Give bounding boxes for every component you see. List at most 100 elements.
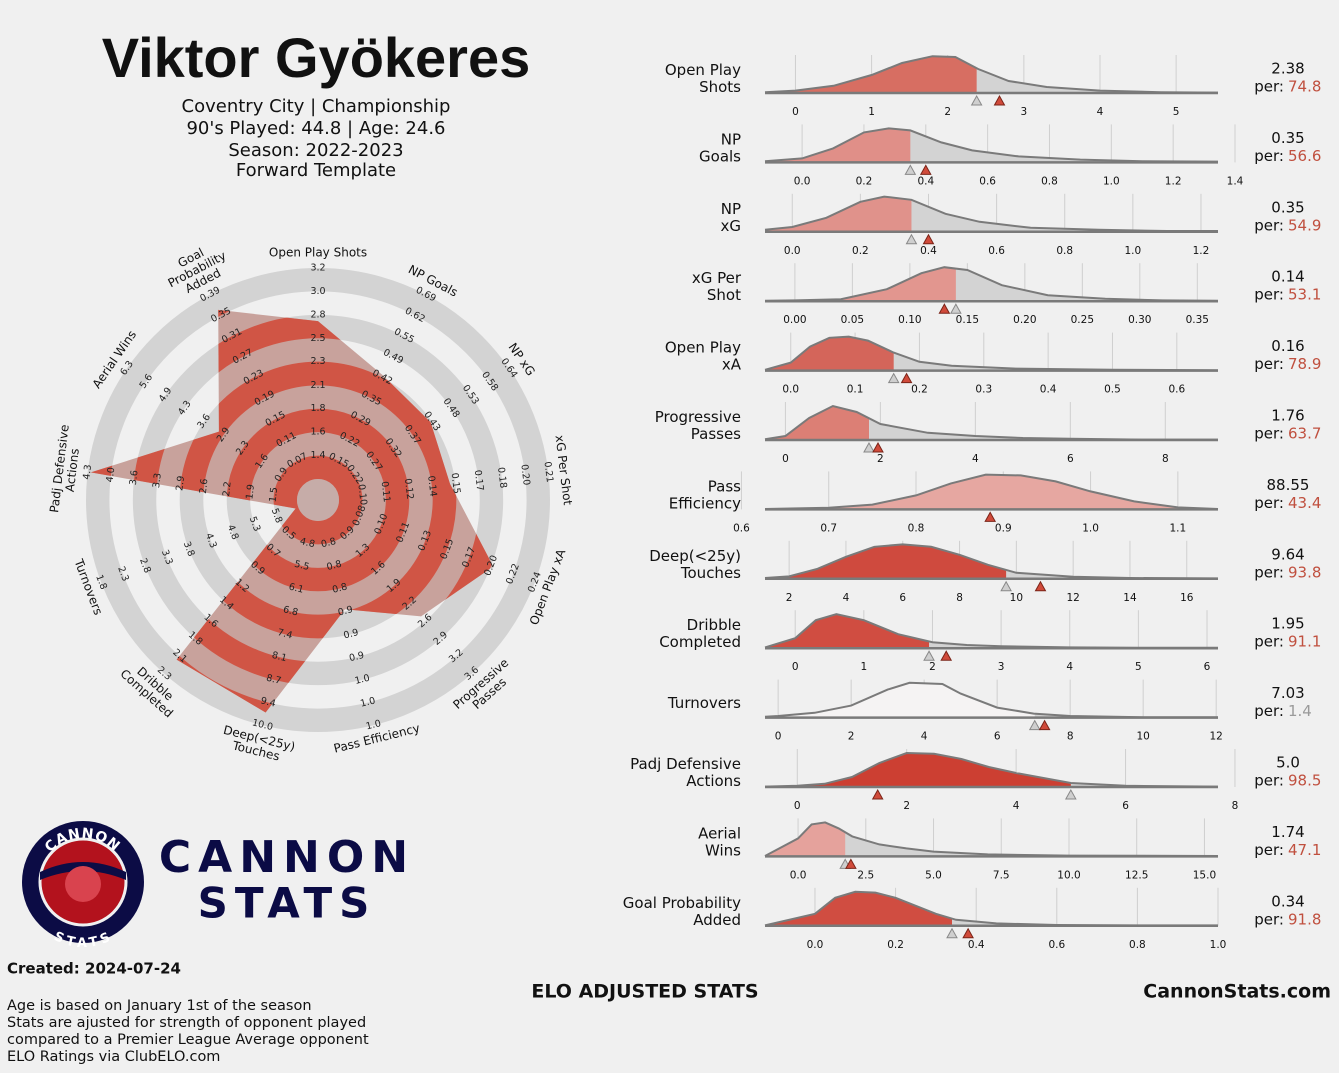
reference-marker (984, 511, 997, 522)
radar-tick-label: 3.0 (310, 286, 325, 297)
reference-marker (993, 94, 1006, 106)
radar-tick-label: 1.4 (310, 450, 325, 461)
x-tick-label: 8 (1067, 731, 1074, 743)
metric-label: Actions (686, 772, 741, 790)
player-name: Viktor Gyökeres (102, 26, 531, 89)
metric-label: Goals (699, 147, 741, 165)
radar-tick-label: 0.9 (337, 604, 354, 618)
x-tick-label: 14 (1123, 592, 1137, 604)
x-tick-label: 12.5 (1125, 869, 1148, 881)
density-fill (765, 891, 953, 926)
reference-marker (872, 441, 884, 453)
x-tick-label: 0.25 (1071, 314, 1094, 326)
x-tick-label: 4 (1013, 800, 1020, 812)
percentile-prefix: per: (1254, 147, 1284, 165)
density-area (765, 267, 1218, 302)
density-outline (764, 543, 1219, 580)
radar-tick-label: 4.3 (81, 464, 94, 480)
metric-label: Shot (707, 286, 741, 304)
value-marker (950, 303, 962, 314)
radar-tick-label: 0.18 (495, 467, 508, 489)
x-tick-label: 0.35 (1186, 314, 1209, 326)
x-tick-label: 0.0 (784, 245, 801, 257)
reference-marker (1038, 719, 1051, 731)
metric-value: 1.74 (1271, 823, 1304, 841)
x-tick-label: 8 (1232, 800, 1239, 812)
logo-arc-bottom: STATS (52, 929, 113, 951)
x-tick-label: 0 (792, 106, 799, 118)
radar-tick-label: 2.6 (198, 478, 211, 494)
radar-tick-label: 7.4 (276, 627, 293, 641)
radar-tick-label: 3.8 (181, 540, 197, 558)
density-fill (765, 753, 1071, 787)
logo: CANNON STATS (22, 821, 144, 951)
subtitle: 90's Played: 44.8 | Age: 24.6 (186, 118, 445, 139)
x-tick-label: 2 (929, 661, 936, 673)
x-tick-label: 0.20 (1013, 314, 1036, 326)
density-fill (765, 128, 911, 163)
x-tick-label: 4 (1097, 106, 1104, 118)
brand-word: STATS (198, 879, 377, 928)
x-tick-label: 1.4 (1227, 175, 1244, 187)
radar-tick-label: 0.15 (449, 472, 462, 494)
x-tick-label: 6 (1067, 453, 1074, 465)
density-outline (764, 681, 1218, 719)
percentile-value: 98.5 (1288, 772, 1321, 790)
logo-arc-text: STATS (52, 929, 115, 951)
radar-tick-label: 5.5 (293, 559, 310, 573)
metric-value: 1.76 (1271, 407, 1304, 425)
radar-tick-label: 3.6 (128, 470, 141, 486)
x-tick-label: 16 (1180, 592, 1194, 604)
metric-label: Padj Defensive (630, 755, 741, 773)
x-tick-label: 0.8 (1129, 939, 1146, 951)
x-tick-label: 0.8 (908, 522, 925, 534)
percentile-value: 93.8 (1288, 563, 1321, 581)
x-tick-label: 2 (786, 592, 793, 604)
radar-tick-label: 0.8 (331, 581, 348, 595)
density-area (765, 822, 1218, 857)
logo-emblem (65, 866, 101, 902)
x-tick-label: 0.0 (782, 384, 799, 396)
radar-tick-label: 3.3 (159, 548, 175, 566)
metric-label: Added (693, 911, 741, 929)
x-tick-label: 4 (972, 453, 979, 465)
subtitle: Forward Template (236, 160, 396, 181)
x-tick-label: 3 (998, 661, 1005, 673)
note: compared to a Premier League Average opp… (7, 1032, 369, 1048)
x-tick-label: 5 (1173, 106, 1180, 118)
x-tick-label: 4 (1066, 661, 1073, 673)
radar-tick-label: 2.3 (115, 565, 131, 583)
metric-label: NP (721, 130, 741, 148)
value-marker (887, 372, 900, 384)
x-tick-label: 2.5 (857, 869, 874, 881)
x-tick-label: 0.4 (917, 175, 934, 187)
radar-tick-label: 0.11 (379, 481, 392, 503)
radar-tick-label: 0.17 (472, 469, 485, 491)
x-tick-label: 0 (782, 453, 789, 465)
x-tick-label: 1 (868, 106, 875, 118)
radar-tick-label: 8.1 (271, 650, 288, 664)
metric-value: 0.16 (1271, 337, 1304, 355)
percentile-value: 43.4 (1288, 494, 1321, 512)
radar-tick-label: 0.21 (542, 461, 555, 483)
note: Stats are ajusted for strength of oppone… (7, 1015, 366, 1031)
radar-tick-label: 4.0 (105, 467, 118, 483)
x-tick-label: 0.8 (1056, 245, 1073, 257)
x-tick-label: 7.5 (993, 869, 1010, 881)
reference-marker (938, 303, 951, 314)
x-tick-label: 5 (1135, 661, 1142, 673)
percentile-prefix: per: (1254, 78, 1284, 96)
value-marker (1028, 719, 1041, 731)
reference-marker (845, 858, 857, 869)
x-tick-label: 12 (1209, 731, 1222, 743)
radar-tick-label: 2.2 (221, 481, 234, 497)
x-tick-label: 2 (944, 106, 951, 118)
subtitle: Coventry City | Championship (182, 96, 451, 117)
x-tick-label: 2 (903, 800, 910, 812)
value-marker (923, 650, 935, 661)
x-tick-label: 6 (899, 592, 906, 604)
metric-value: 5.0 (1276, 754, 1300, 772)
value-marker (1064, 788, 1077, 800)
percentile-value: 91.8 (1288, 910, 1321, 928)
